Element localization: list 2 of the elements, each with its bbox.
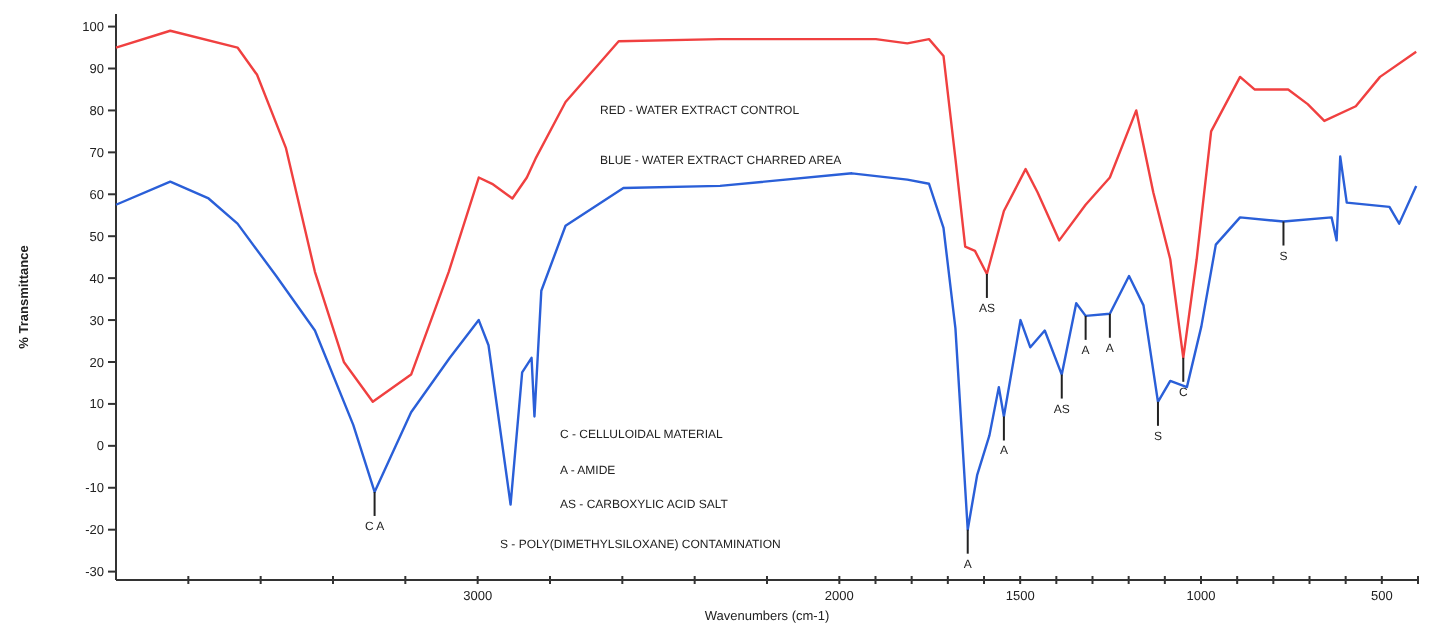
line-series bbox=[114, 29, 1418, 404]
line-series bbox=[114, 155, 1418, 531]
